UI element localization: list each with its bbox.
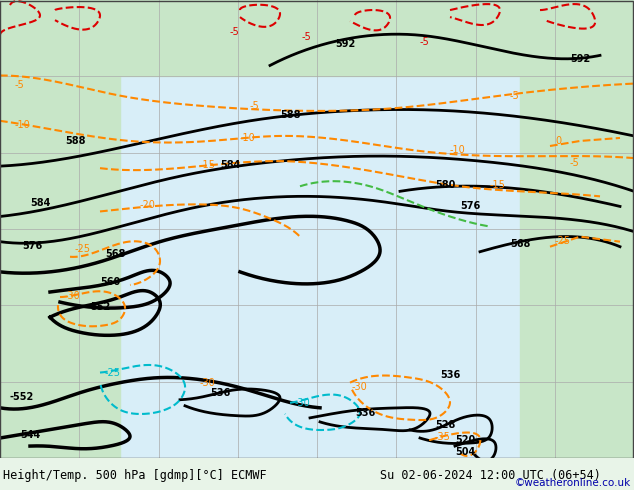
Text: -5: -5 [230,27,240,37]
Text: 588: 588 [280,110,301,120]
Text: Su 02-06-2024 12:00 UTC (06+54): Su 02-06-2024 12:00 UTC (06+54) [380,469,601,482]
Text: -10: -10 [240,133,256,143]
Text: 576: 576 [22,241,42,251]
Text: 560: 560 [100,277,120,287]
Text: -5: -5 [250,101,260,111]
Bar [0,0,634,75]
Text: 0: 0 [555,136,561,146]
Text: -5: -5 [15,79,25,90]
Text: Height/Temp. 500 hPa [gdmp][°C] ECMWF: Height/Temp. 500 hPa [gdmp][°C] ECMWF [3,469,267,482]
Text: 576: 576 [460,201,480,212]
Text: -5: -5 [510,91,520,100]
Text: 584: 584 [30,198,50,208]
Text: 584: 584 [220,160,240,170]
Text: ©weatheronline.co.uk: ©weatheronline.co.uk [515,478,631,489]
Text: -10: -10 [15,120,31,130]
Text: -5: -5 [302,32,312,42]
Text: -20: -20 [140,200,156,210]
Text: -25: -25 [105,368,121,378]
Text: 536: 536 [210,388,230,398]
Text: 592: 592 [570,54,590,64]
Text: 504: 504 [455,447,476,457]
Bar [0,0,120,458]
Text: 536: 536 [440,369,460,380]
Text: 544: 544 [20,430,40,440]
Text: -10: -10 [450,145,466,155]
Text: 536: 536 [355,408,375,418]
Text: -30: -30 [200,378,216,388]
Text: 568: 568 [105,249,126,259]
Text: -30: -30 [295,398,311,408]
Text: -30: -30 [65,291,81,301]
Text: -35: -35 [435,432,451,442]
Text: -5: -5 [420,37,430,48]
Text: 588: 588 [65,136,86,146]
Text: 552: 552 [90,302,110,312]
Text: -15: -15 [490,180,506,190]
Text: 520: 520 [455,435,476,445]
Text: -25: -25 [75,244,91,254]
Text: -15: -15 [200,160,216,170]
Text: -5: -5 [570,158,579,168]
Text: -552: -552 [10,392,34,402]
Text: 592: 592 [335,39,355,49]
Text: -25: -25 [555,236,571,245]
Text: 580: 580 [435,180,455,190]
Text: 528: 528 [435,420,455,430]
Bar [520,0,634,458]
Text: 568: 568 [510,239,531,249]
Text: -30: -30 [352,382,368,392]
